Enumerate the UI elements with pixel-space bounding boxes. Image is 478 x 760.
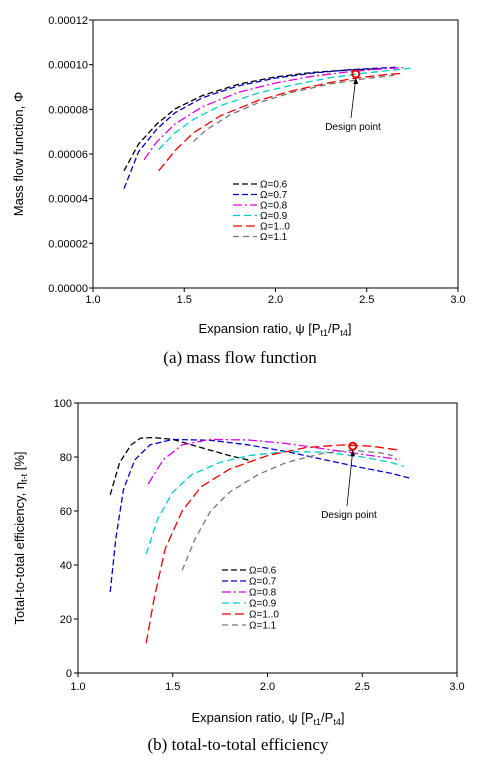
legend-label: Ω=1..0	[249, 610, 279, 621]
legend-label: Ω=0.8	[249, 588, 277, 599]
y-tick-label: 60	[60, 506, 72, 518]
series-line	[158, 72, 404, 172]
x-tick-label: 3.0	[450, 294, 465, 306]
arrow-head	[350, 450, 356, 457]
x-tick-label: 1.5	[177, 294, 192, 306]
legend-label: Ω=0.9	[249, 599, 277, 610]
x-tick-label: 2.5	[355, 681, 370, 693]
series-line	[181, 449, 393, 571]
y-tick-label: 40	[60, 560, 72, 572]
legend-label: Ω=0.8	[260, 201, 288, 212]
series-layer	[109, 436, 412, 644]
x-axis-label: Expansion ratio, ψ [Pt1/Pt4]	[199, 321, 352, 338]
series-line	[145, 450, 405, 555]
y-tick-label: 0.00000	[48, 283, 88, 295]
y-tick-label: 0.00006	[48, 149, 88, 161]
design-point-label: Design point	[325, 122, 381, 133]
x-tick-label: 1.5	[165, 681, 180, 693]
design-point-annotation: Design point	[321, 441, 377, 521]
x-tick-label: 2.5	[359, 294, 374, 306]
y-tick-label: 20	[60, 614, 72, 626]
y-tick-label: 0.00012	[48, 15, 88, 27]
y-axis-label: Total-to-total efficiency, ηt-t [%]	[12, 452, 29, 625]
series-line	[123, 68, 382, 172]
x-axis-label: Expansion ratio, ψ [Pt1/Pt4]	[192, 710, 345, 727]
design-point-marker	[348, 441, 358, 451]
tick-layer: 1.0 1.5 2.0 2.5 3.0 0 20 40 60 80 100	[54, 398, 465, 693]
legend-label: Ω=0.7	[260, 190, 288, 201]
series-line	[158, 67, 415, 150]
y-tick-label: 0.00008	[48, 104, 88, 116]
x-tick-label: 1.0	[85, 294, 100, 306]
series-line	[109, 436, 253, 495]
chart-mass-flow-function: 1.0 1.5 2.0 2.5 3.0 0.00000 0.00002 0.00004 0.00…	[11, 15, 466, 367]
legend-label: Ω=0.6	[249, 566, 277, 577]
series-layer	[123, 66, 415, 189]
arrow-head	[353, 78, 359, 85]
legend: Ω=0.6Ω=0.7Ω=0.8Ω=0.9Ω=1..0Ω=1.1	[222, 566, 279, 632]
legend-label: Ω=0.7	[249, 577, 277, 588]
y-tick-label: 0	[66, 668, 72, 680]
x-tick-label: 2.0	[260, 681, 275, 693]
legend: Ω=0.6Ω=0.7Ω=0.8Ω=0.9Ω=1..0Ω=1.1	[233, 180, 290, 243]
tick-layer: 1.0 1.5 2.0 2.5 3.0 0.00000 0.00002 0.00004 0.00…	[48, 15, 465, 306]
x-tick-label: 1.0	[70, 681, 85, 693]
design-point-leader	[346, 450, 354, 507]
legend-label: Ω=1.1	[260, 232, 288, 243]
y-axis-label: Mass flow function, Φ	[11, 92, 26, 217]
x-tick-label: 2.0	[268, 294, 283, 306]
design-point-label: Design point	[321, 510, 377, 521]
x-tick-label: 3.0	[449, 681, 464, 693]
legend-label: Ω=1.1	[249, 621, 277, 632]
series-line	[192, 74, 395, 143]
series-line	[145, 444, 401, 644]
plot-frame	[77, 402, 458, 674]
series-line	[109, 438, 412, 593]
y-tick-label: 0.00004	[48, 194, 88, 206]
legend-label: Ω=0.9	[260, 211, 288, 222]
caption-b: (b) total-to-total efficiency	[148, 735, 329, 754]
design-point-leader	[350, 77, 357, 119]
y-tick-label: 80	[60, 452, 72, 464]
y-tick-label: 100	[54, 398, 72, 410]
design-point-marker	[351, 69, 361, 79]
series-line	[143, 66, 404, 160]
design-point-annotation: Design point	[325, 69, 381, 133]
caption-a: (a) mass flow function	[163, 348, 317, 367]
series-line	[147, 438, 401, 485]
legend-label: Ω=0.6	[260, 180, 288, 191]
legend-label: Ω=1..0	[260, 222, 290, 233]
y-tick-label: 0.00002	[48, 238, 88, 250]
y-tick-label: 0.00010	[48, 60, 88, 72]
series-line	[123, 66, 397, 189]
